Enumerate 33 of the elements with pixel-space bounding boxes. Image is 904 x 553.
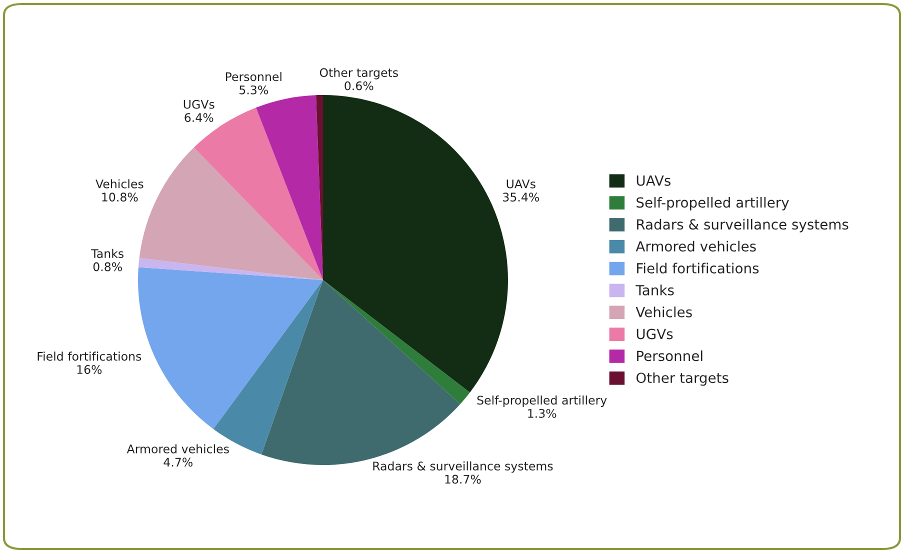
pie-slice <box>256 95 323 280</box>
legend-label: Radars & surveillance systems <box>637 218 848 232</box>
slice-label: UAVs <box>506 180 536 188</box>
data-label: 10.8% <box>102 192 138 202</box>
data-label: 18.7% <box>445 474 481 484</box>
legend-label: Tanks <box>636 284 674 296</box>
data-label: 6.4% <box>184 113 214 122</box>
data-label: 5.3% <box>240 85 268 94</box>
pie-slice <box>323 280 470 404</box>
legend-label: Field fortifications <box>637 262 759 274</box>
legend-label: Vehicles <box>636 306 692 318</box>
data-label: 35.4% <box>503 192 539 202</box>
slice-label: Other targets <box>320 68 398 80</box>
pie-slice <box>138 258 323 280</box>
data-label: 0.6% <box>344 81 374 90</box>
legend-label: Other targets <box>636 372 728 386</box>
legend-label: Armored vehicles <box>636 240 756 252</box>
legend-label: Personnel <box>637 350 702 362</box>
data-label: 0.8% <box>93 262 122 272</box>
legend-label: Self-propelled artillery <box>636 196 789 210</box>
legend-label: UAVs <box>636 176 671 186</box>
slice-label: Self-propelled artillery <box>477 396 607 407</box>
data-label: 1.3% <box>528 408 556 418</box>
slice-label: Field fortifications <box>38 352 142 361</box>
slice-label: UGVs <box>184 100 214 109</box>
slice-label: Personnel <box>226 72 282 82</box>
legend-label: UGVs <box>636 328 673 340</box>
data-label: 4.7% <box>164 458 192 467</box>
data-label: 16% <box>77 365 102 374</box>
slice-label: Armored vehicles <box>126 444 229 454</box>
slice-label: Radars & surveillance systems <box>373 461 553 473</box>
slice-label: Vehicles <box>96 179 144 188</box>
slice-label: Tanks <box>91 248 124 258</box>
